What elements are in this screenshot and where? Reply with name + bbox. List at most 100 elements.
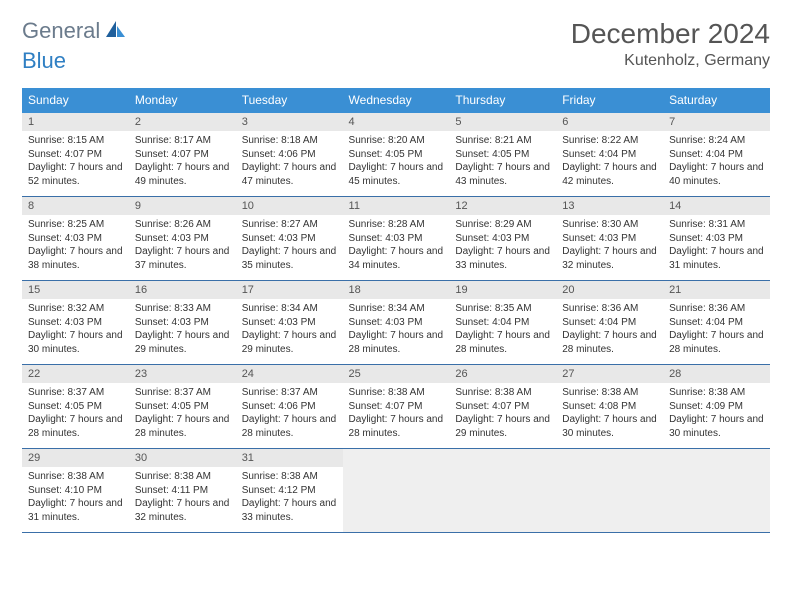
day-cell: 16Sunrise: 8:33 AMSunset: 4:03 PMDayligh… [129, 281, 236, 365]
month-title: December 2024 [571, 18, 770, 50]
day-cell: 26Sunrise: 8:38 AMSunset: 4:07 PMDayligh… [449, 365, 556, 449]
daylight-line: Daylight: 7 hours and 33 minutes. [455, 245, 550, 272]
logo-sail-icon [105, 19, 127, 44]
calendar-week-row: 29Sunrise: 8:38 AMSunset: 4:10 PMDayligh… [22, 449, 770, 533]
sunset-line: Sunset: 4:05 PM [455, 148, 550, 162]
day-body: Sunrise: 8:32 AMSunset: 4:03 PMDaylight:… [22, 299, 129, 364]
weekday-friday: Friday [556, 88, 663, 113]
day-cell: 12Sunrise: 8:29 AMSunset: 4:03 PMDayligh… [449, 197, 556, 281]
sunset-line: Sunset: 4:05 PM [135, 400, 230, 414]
day-body: Sunrise: 8:34 AMSunset: 4:03 PMDaylight:… [236, 299, 343, 364]
calendar-week-row: 1Sunrise: 8:15 AMSunset: 4:07 PMDaylight… [22, 113, 770, 197]
day-number: 16 [129, 281, 236, 299]
day-cell: 13Sunrise: 8:30 AMSunset: 4:03 PMDayligh… [556, 197, 663, 281]
day-number: 4 [343, 113, 450, 131]
sunrise-line: Sunrise: 8:38 AM [455, 386, 550, 400]
day-body: Sunrise: 8:38 AMSunset: 4:10 PMDaylight:… [22, 467, 129, 532]
empty-cell [343, 449, 450, 533]
day-number: 10 [236, 197, 343, 215]
weekday-wednesday: Wednesday [343, 88, 450, 113]
calendar-week-row: 15Sunrise: 8:32 AMSunset: 4:03 PMDayligh… [22, 281, 770, 365]
day-body: Sunrise: 8:28 AMSunset: 4:03 PMDaylight:… [343, 215, 450, 280]
day-number: 19 [449, 281, 556, 299]
day-cell: 10Sunrise: 8:27 AMSunset: 4:03 PMDayligh… [236, 197, 343, 281]
daylight-line: Daylight: 7 hours and 28 minutes. [669, 329, 764, 356]
weekday-header-row: Sunday Monday Tuesday Wednesday Thursday… [22, 88, 770, 113]
sunrise-line: Sunrise: 8:36 AM [669, 302, 764, 316]
calendar-table: Sunday Monday Tuesday Wednesday Thursday… [22, 88, 770, 533]
day-cell: 15Sunrise: 8:32 AMSunset: 4:03 PMDayligh… [22, 281, 129, 365]
sunrise-line: Sunrise: 8:21 AM [455, 134, 550, 148]
daylight-line: Daylight: 7 hours and 32 minutes. [135, 497, 230, 524]
day-number: 1 [22, 113, 129, 131]
day-cell: 31Sunrise: 8:38 AMSunset: 4:12 PMDayligh… [236, 449, 343, 533]
day-number: 14 [663, 197, 770, 215]
sunrise-line: Sunrise: 8:34 AM [349, 302, 444, 316]
day-cell: 30Sunrise: 8:38 AMSunset: 4:11 PMDayligh… [129, 449, 236, 533]
sunset-line: Sunset: 4:05 PM [349, 148, 444, 162]
day-number: 5 [449, 113, 556, 131]
day-cell: 1Sunrise: 8:15 AMSunset: 4:07 PMDaylight… [22, 113, 129, 197]
day-number: 6 [556, 113, 663, 131]
daylight-line: Daylight: 7 hours and 28 minutes. [242, 413, 337, 440]
sunrise-line: Sunrise: 8:15 AM [28, 134, 123, 148]
sunset-line: Sunset: 4:03 PM [455, 232, 550, 246]
sunset-line: Sunset: 4:03 PM [669, 232, 764, 246]
sunset-line: Sunset: 4:06 PM [242, 400, 337, 414]
weekday-thursday: Thursday [449, 88, 556, 113]
day-body: Sunrise: 8:29 AMSunset: 4:03 PMDaylight:… [449, 215, 556, 280]
sunset-line: Sunset: 4:03 PM [242, 316, 337, 330]
daylight-line: Daylight: 7 hours and 38 minutes. [28, 245, 123, 272]
sunset-line: Sunset: 4:04 PM [562, 316, 657, 330]
sunset-line: Sunset: 4:09 PM [669, 400, 764, 414]
sunrise-line: Sunrise: 8:34 AM [242, 302, 337, 316]
sunset-line: Sunset: 4:10 PM [28, 484, 123, 498]
sunset-line: Sunset: 4:04 PM [669, 316, 764, 330]
day-body: Sunrise: 8:38 AMSunset: 4:11 PMDaylight:… [129, 467, 236, 532]
day-cell: 11Sunrise: 8:28 AMSunset: 4:03 PMDayligh… [343, 197, 450, 281]
day-number: 24 [236, 365, 343, 383]
sunrise-line: Sunrise: 8:22 AM [562, 134, 657, 148]
day-number: 8 [22, 197, 129, 215]
day-body: Sunrise: 8:38 AMSunset: 4:12 PMDaylight:… [236, 467, 343, 532]
sunrise-line: Sunrise: 8:28 AM [349, 218, 444, 232]
sunset-line: Sunset: 4:04 PM [455, 316, 550, 330]
day-body: Sunrise: 8:20 AMSunset: 4:05 PMDaylight:… [343, 131, 450, 196]
sunset-line: Sunset: 4:03 PM [28, 232, 123, 246]
sunset-line: Sunset: 4:12 PM [242, 484, 337, 498]
day-cell: 25Sunrise: 8:38 AMSunset: 4:07 PMDayligh… [343, 365, 450, 449]
day-number: 31 [236, 449, 343, 467]
daylight-line: Daylight: 7 hours and 28 minutes. [562, 329, 657, 356]
day-body: Sunrise: 8:37 AMSunset: 4:06 PMDaylight:… [236, 383, 343, 448]
day-cell: 3Sunrise: 8:18 AMSunset: 4:06 PMDaylight… [236, 113, 343, 197]
sunrise-line: Sunrise: 8:24 AM [669, 134, 764, 148]
day-number: 20 [556, 281, 663, 299]
day-body: Sunrise: 8:36 AMSunset: 4:04 PMDaylight:… [556, 299, 663, 364]
day-body: Sunrise: 8:31 AMSunset: 4:03 PMDaylight:… [663, 215, 770, 280]
sunrise-line: Sunrise: 8:30 AM [562, 218, 657, 232]
day-number: 18 [343, 281, 450, 299]
day-body: Sunrise: 8:26 AMSunset: 4:03 PMDaylight:… [129, 215, 236, 280]
sunset-line: Sunset: 4:03 PM [242, 232, 337, 246]
weekday-monday: Monday [129, 88, 236, 113]
sunset-line: Sunset: 4:03 PM [349, 232, 444, 246]
daylight-line: Daylight: 7 hours and 47 minutes. [242, 161, 337, 188]
day-cell: 24Sunrise: 8:37 AMSunset: 4:06 PMDayligh… [236, 365, 343, 449]
day-number: 7 [663, 113, 770, 131]
weekday-sunday: Sunday [22, 88, 129, 113]
daylight-line: Daylight: 7 hours and 28 minutes. [349, 329, 444, 356]
day-cell: 2Sunrise: 8:17 AMSunset: 4:07 PMDaylight… [129, 113, 236, 197]
day-number: 3 [236, 113, 343, 131]
sunrise-line: Sunrise: 8:18 AM [242, 134, 337, 148]
day-number: 12 [449, 197, 556, 215]
day-cell: 19Sunrise: 8:35 AMSunset: 4:04 PMDayligh… [449, 281, 556, 365]
day-number: 21 [663, 281, 770, 299]
day-cell: 14Sunrise: 8:31 AMSunset: 4:03 PMDayligh… [663, 197, 770, 281]
day-cell: 22Sunrise: 8:37 AMSunset: 4:05 PMDayligh… [22, 365, 129, 449]
daylight-line: Daylight: 7 hours and 29 minutes. [242, 329, 337, 356]
sunset-line: Sunset: 4:07 PM [349, 400, 444, 414]
daylight-line: Daylight: 7 hours and 31 minutes. [28, 497, 123, 524]
day-number: 23 [129, 365, 236, 383]
day-cell: 9Sunrise: 8:26 AMSunset: 4:03 PMDaylight… [129, 197, 236, 281]
sunrise-line: Sunrise: 8:27 AM [242, 218, 337, 232]
